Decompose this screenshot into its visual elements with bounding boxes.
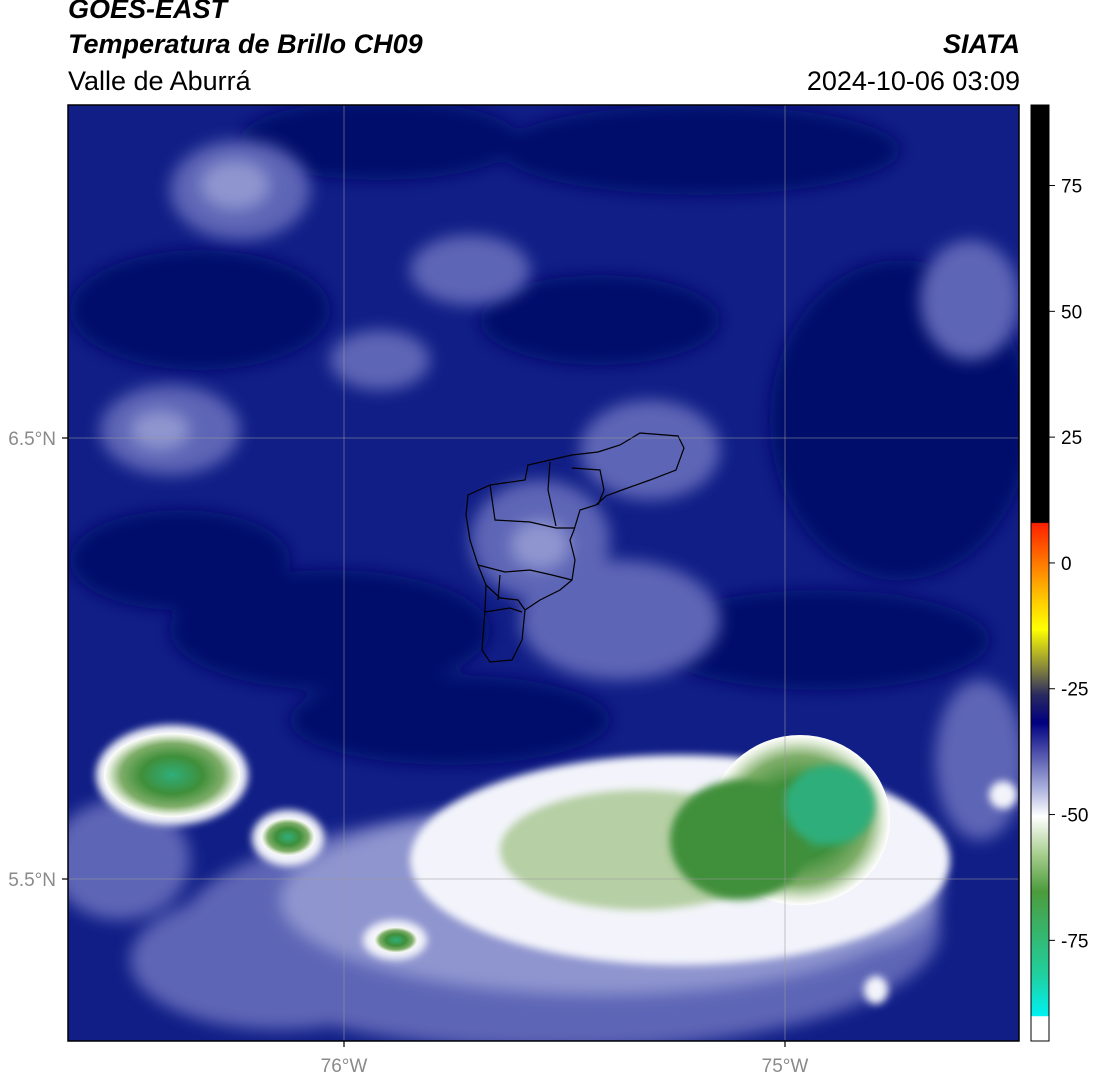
brand-label: SIATA [943,29,1020,59]
colorbar-tick-label: 0 [1061,554,1072,575]
lon-label-76w: 76°W [321,1056,368,1077]
lat-label-6-5: 6.5°N [8,429,56,450]
brightness-temperature-field [68,105,1019,1041]
colorbar-tick-label: 25 [1061,428,1082,449]
lon-label-75w: 75°W [762,1056,809,1077]
region-title: Valle de Aburrá [68,66,251,96]
timestamp-label: 2024-10-06 03:09 [806,66,1020,96]
colorbar: 75 50 25 0 -25 -50 -75 [1030,104,1088,1042]
convective-cell [374,927,418,953]
lat-label-5-5: 5.5°N [8,870,56,891]
colorbar-tick-label: -25 [1061,680,1088,701]
product-title: Temperatura de Brillo CH09 [68,29,423,59]
colorbar-tick-label: 75 [1061,177,1082,198]
gridlines [68,105,1019,1041]
colorbar-tick-label: -75 [1061,931,1088,952]
convective-cell [104,733,240,817]
map-frame [67,104,1020,1042]
colorbar-tick-label: -50 [1061,806,1088,827]
municipal-boundaries [465,432,685,663]
satellite-title: GOES-EAST [68,0,228,24]
convective-cell [261,818,315,856]
colorbar-tick-label: 50 [1061,302,1082,323]
